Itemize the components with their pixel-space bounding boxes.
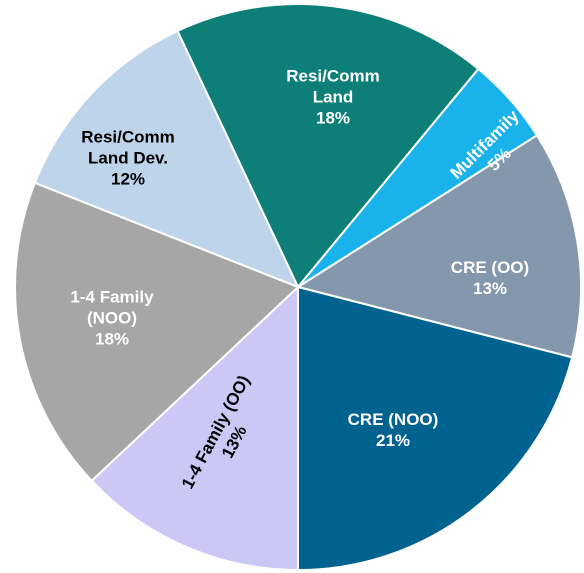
pie-slice — [297, 285, 574, 572]
slice-name: CRE (NOO) — [347, 410, 439, 429]
slice-label: Resi/Comm Land 18% — [268, 66, 398, 129]
slice-name: CRE (OO) — [450, 258, 530, 277]
slice-value: 13% — [472, 279, 508, 298]
pie-slice — [176, 3, 480, 289]
slice-value: 12% — [110, 169, 146, 189]
slice-label: 1-4 Family (NOO) 18% — [57, 287, 167, 350]
pie-slice — [14, 181, 300, 483]
pie-slice — [90, 284, 299, 572]
pie-slice — [33, 29, 300, 289]
slice-label: Resi/Comm Land Dev. 12% — [73, 127, 183, 190]
slice-label: CRE (OO) 13% — [415, 257, 565, 299]
pie-slice — [295, 133, 582, 359]
slice-value: 18% — [94, 329, 130, 349]
slice-name: 1-4 Family (NOO) — [70, 287, 154, 328]
slice-name: Resi/Comm Land — [286, 66, 380, 107]
slice-value: 18% — [315, 108, 351, 128]
slice-name: Resi/Comm Land Dev. — [81, 127, 175, 168]
slice-value: 21% — [375, 431, 411, 450]
slice-label: CRE (NOO) 21% — [318, 409, 468, 451]
